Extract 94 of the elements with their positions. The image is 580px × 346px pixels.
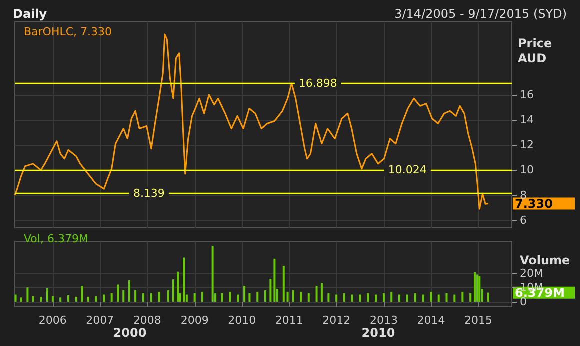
x-tick-label: 2008 xyxy=(133,314,162,327)
bar xyxy=(270,279,272,302)
bar xyxy=(367,293,370,302)
bar xyxy=(414,293,416,302)
bar xyxy=(487,292,490,302)
bar xyxy=(134,290,137,302)
x-tick-label: 2012 xyxy=(322,314,351,327)
bar xyxy=(430,292,432,302)
bar xyxy=(52,296,54,302)
chart-title: Daily xyxy=(13,7,48,21)
bar xyxy=(60,298,62,302)
bar xyxy=(398,294,400,302)
bar xyxy=(212,246,214,302)
chart-subtitle: 3/14/2005 - 9/17/2015 (SYD) xyxy=(394,7,568,21)
bar xyxy=(122,290,125,302)
bar xyxy=(248,293,251,302)
bar xyxy=(359,294,362,302)
bar xyxy=(336,294,338,302)
bar xyxy=(87,296,90,302)
text: 2010 xyxy=(362,326,396,340)
bar xyxy=(328,293,330,302)
x-tick-label: 2010 xyxy=(228,314,256,327)
x-tick-label: 2007 xyxy=(86,314,114,327)
bar xyxy=(316,286,318,302)
x-tick-label: 2013 xyxy=(370,314,398,327)
bar xyxy=(286,292,289,302)
bar xyxy=(221,293,224,302)
bar xyxy=(183,258,186,302)
bar xyxy=(26,288,29,302)
bar xyxy=(343,293,346,302)
bar xyxy=(292,290,294,302)
bar xyxy=(110,293,113,302)
bar xyxy=(167,290,170,302)
y-tick-label: 10 xyxy=(520,164,534,177)
bar xyxy=(244,286,246,302)
bar xyxy=(422,294,424,302)
bar xyxy=(103,294,106,302)
y-axis-title: Price AUD xyxy=(518,36,552,66)
x-tick-label: 2015 xyxy=(464,314,492,327)
bar xyxy=(470,293,472,302)
x-tick-label: 2011 xyxy=(275,314,304,327)
ref-line-label: 16.898 xyxy=(298,77,338,90)
x-tick-label: 2006 xyxy=(38,314,67,327)
bar xyxy=(128,280,130,302)
bar xyxy=(478,276,481,302)
bar xyxy=(382,293,385,302)
text: Vol, 6.379M xyxy=(24,232,88,246)
y-tick-label: 12 xyxy=(520,138,534,152)
bar xyxy=(40,296,42,302)
bar xyxy=(67,296,70,302)
bar xyxy=(474,272,476,302)
bar xyxy=(229,292,232,302)
y-tick-label: 16 xyxy=(520,88,534,102)
bar xyxy=(142,293,144,302)
ref-line-label: 8.139 xyxy=(133,187,165,200)
bar xyxy=(375,294,378,302)
bar xyxy=(351,294,354,302)
bar xyxy=(282,266,285,302)
bar xyxy=(158,292,160,302)
bar xyxy=(320,283,323,302)
bar xyxy=(446,293,448,302)
y-axis-title: Volume xyxy=(520,253,570,268)
bar xyxy=(264,290,267,302)
y-tick-label: 6 xyxy=(520,214,527,227)
text: 2000 xyxy=(113,326,147,340)
bar xyxy=(172,280,174,302)
bar xyxy=(95,296,98,302)
bar xyxy=(201,292,204,302)
bar xyxy=(476,274,479,302)
y-tick-label: 14 xyxy=(520,113,534,126)
text: BarOHLC, 7.330 xyxy=(24,26,112,38)
bar xyxy=(150,293,152,302)
bar xyxy=(390,292,393,302)
bar xyxy=(308,293,310,302)
x-tick-label: 2009 xyxy=(180,314,209,327)
bar xyxy=(177,272,180,302)
bar xyxy=(81,286,84,302)
bar xyxy=(32,296,34,302)
bar xyxy=(438,294,440,302)
bar xyxy=(46,288,48,302)
bar xyxy=(117,284,120,302)
bar xyxy=(462,292,464,302)
bar xyxy=(300,292,302,302)
bar xyxy=(406,294,408,302)
bar xyxy=(20,298,22,302)
bar xyxy=(256,292,259,302)
x-tick-label: 2014 xyxy=(417,314,446,327)
ref-line-label: 10.024 xyxy=(388,163,427,176)
bar xyxy=(75,296,78,302)
bar xyxy=(454,294,456,302)
y-tick-label: 20M xyxy=(520,266,544,280)
bar xyxy=(237,294,240,302)
bar xyxy=(194,293,196,302)
bar xyxy=(274,258,276,302)
